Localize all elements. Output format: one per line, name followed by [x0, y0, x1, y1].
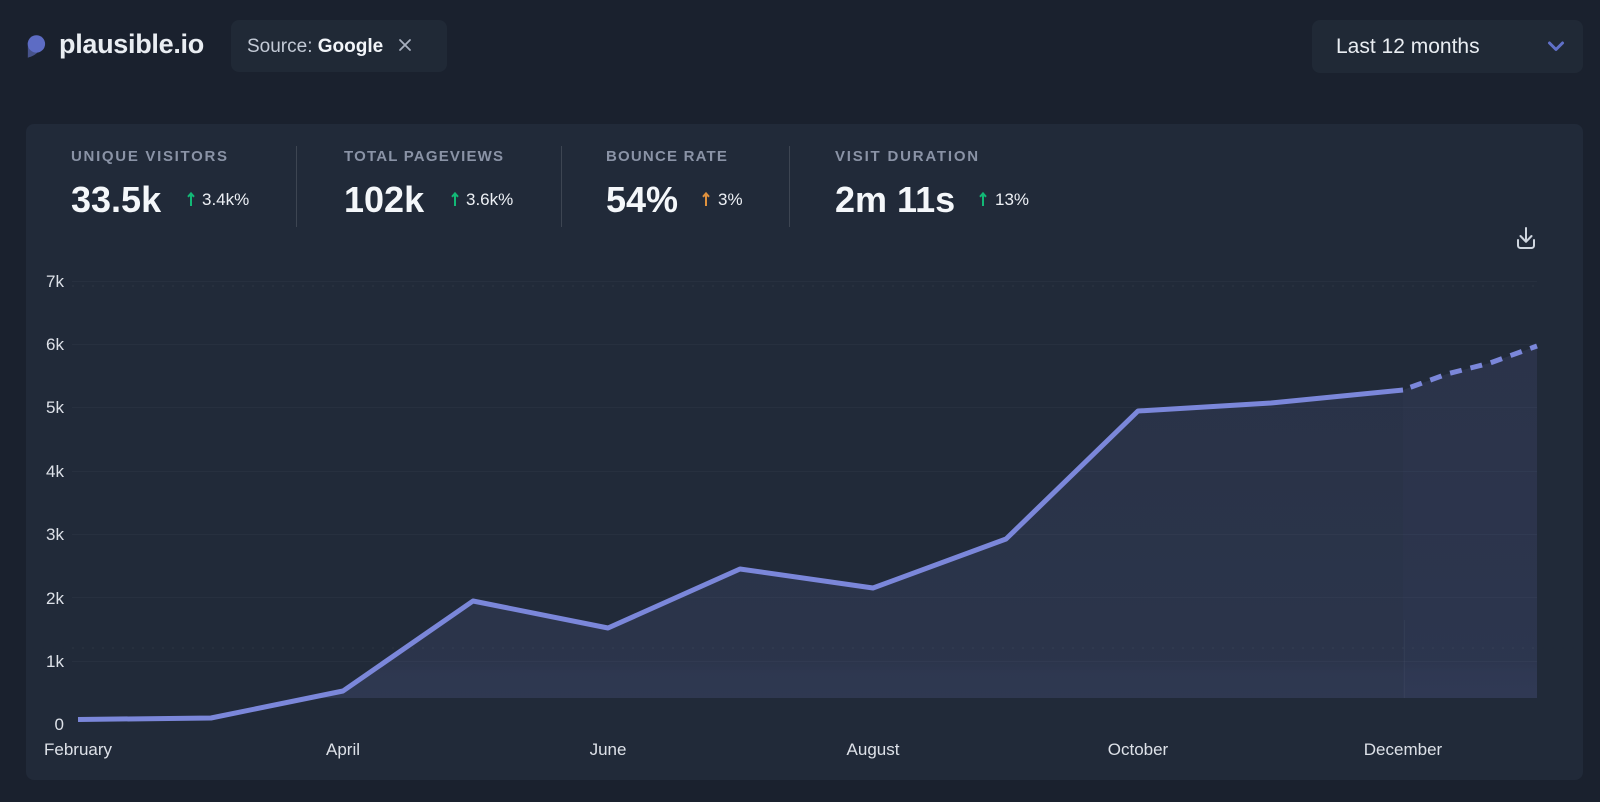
svg-text:5k: 5k: [46, 398, 64, 417]
svg-text:6k: 6k: [46, 335, 64, 354]
svg-text:1k: 1k: [46, 652, 64, 671]
svg-text:August: August: [847, 740, 900, 759]
svg-text:December: December: [1364, 740, 1443, 759]
svg-text:April: April: [326, 740, 360, 759]
svg-text:February: February: [44, 740, 113, 759]
svg-text:October: October: [1108, 740, 1169, 759]
svg-text:4k: 4k: [46, 462, 64, 481]
svg-text:7k: 7k: [46, 272, 64, 291]
svg-text:3k: 3k: [46, 525, 64, 544]
svg-text:0: 0: [55, 715, 64, 734]
svg-text:2k: 2k: [46, 589, 64, 608]
svg-text:June: June: [590, 740, 627, 759]
